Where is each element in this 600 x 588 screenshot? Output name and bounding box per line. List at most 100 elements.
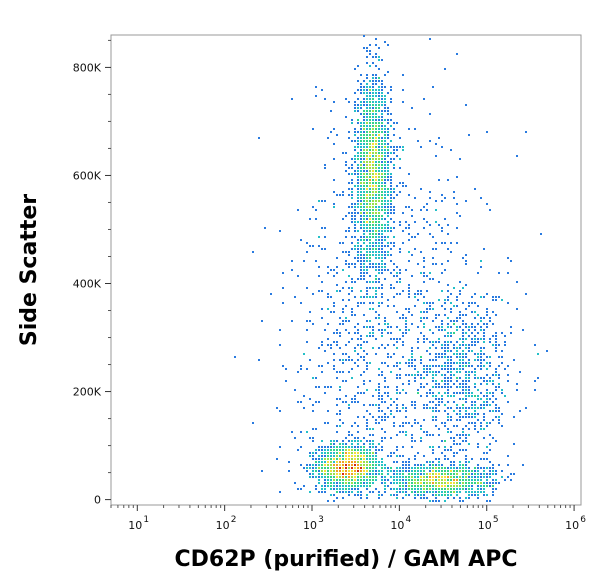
event-dot xyxy=(444,68,446,70)
event-dot xyxy=(324,227,326,229)
event-dot xyxy=(432,416,434,418)
event-dot xyxy=(354,263,356,265)
event-dot xyxy=(465,200,467,202)
event-dot xyxy=(354,245,356,247)
event-dot xyxy=(366,230,368,232)
event-dot xyxy=(408,128,410,130)
event-dot xyxy=(372,134,374,136)
event-dot xyxy=(486,389,488,391)
event-dot xyxy=(369,197,371,199)
event-dot xyxy=(369,470,371,472)
event-dot xyxy=(432,449,434,451)
event-dot xyxy=(357,98,359,100)
event-dot xyxy=(360,140,362,142)
event-dot xyxy=(351,434,353,436)
event-dot xyxy=(396,449,398,451)
event-dot xyxy=(492,488,494,490)
event-dot xyxy=(447,368,449,370)
event-dot xyxy=(372,77,374,79)
event-dot xyxy=(339,458,341,460)
event-dot xyxy=(360,185,362,187)
event-dot xyxy=(444,308,446,310)
event-dot xyxy=(411,404,413,406)
event-dot xyxy=(297,209,299,211)
event-dot xyxy=(294,437,296,439)
event-dot xyxy=(366,458,368,460)
event-dot xyxy=(453,443,455,445)
event-dot xyxy=(378,194,380,196)
event-dot xyxy=(480,422,482,424)
event-dot xyxy=(384,137,386,139)
event-dot xyxy=(384,176,386,178)
event-dot xyxy=(378,473,380,475)
event-dot xyxy=(387,224,389,226)
event-dot xyxy=(384,128,386,130)
event-dot xyxy=(285,380,287,382)
event-dot xyxy=(447,377,449,379)
event-dot xyxy=(462,386,464,388)
event-dot xyxy=(369,266,371,268)
event-dot xyxy=(486,395,488,397)
event-dot xyxy=(444,350,446,352)
event-dot xyxy=(345,443,347,445)
event-dot xyxy=(312,404,314,406)
event-dot xyxy=(336,341,338,343)
x-tick-label: 10 xyxy=(565,519,579,532)
event-dot xyxy=(435,317,437,319)
event-dot xyxy=(483,470,485,472)
event-dot xyxy=(483,482,485,484)
event-dot xyxy=(468,470,470,472)
event-dot xyxy=(447,356,449,358)
event-dot xyxy=(354,401,356,403)
event-dot xyxy=(360,239,362,241)
event-dot xyxy=(498,365,500,367)
event-dot xyxy=(438,353,440,355)
event-dot xyxy=(438,299,440,301)
event-dot xyxy=(375,80,377,82)
event-dot xyxy=(351,377,353,379)
event-dot xyxy=(483,341,485,343)
event-dot xyxy=(456,467,458,469)
event-dot xyxy=(372,95,374,97)
event-dot xyxy=(408,284,410,286)
event-dot xyxy=(447,458,449,460)
event-dot xyxy=(426,308,428,310)
event-dot xyxy=(321,344,323,346)
event-dot xyxy=(465,464,467,466)
event-dot xyxy=(453,476,455,478)
event-dot xyxy=(495,344,497,346)
event-dot xyxy=(387,206,389,208)
event-dot xyxy=(405,362,407,364)
event-dot xyxy=(369,194,371,196)
event-dot xyxy=(546,350,548,352)
event-dot xyxy=(453,425,455,427)
event-dot xyxy=(279,329,281,331)
event-dot xyxy=(381,203,383,205)
event-dot xyxy=(363,485,365,487)
event-dot xyxy=(462,392,464,394)
event-dot xyxy=(351,179,353,181)
event-dot xyxy=(477,305,479,307)
event-dot xyxy=(363,437,365,439)
event-dot xyxy=(408,290,410,292)
event-dot xyxy=(423,431,425,433)
event-dot xyxy=(384,236,386,238)
event-dot xyxy=(414,485,416,487)
event-dot xyxy=(330,458,332,460)
event-dot xyxy=(381,173,383,175)
event-dot xyxy=(390,119,392,121)
event-dot xyxy=(471,371,473,373)
event-dot xyxy=(438,224,440,226)
event-dot xyxy=(447,260,449,262)
event-dot xyxy=(363,143,365,145)
event-dot xyxy=(366,122,368,124)
event-dot xyxy=(414,467,416,469)
event-dot xyxy=(390,188,392,190)
event-dot xyxy=(462,332,464,334)
event-dot xyxy=(375,239,377,241)
event-dot xyxy=(351,158,353,160)
event-dot xyxy=(315,461,317,463)
event-dot xyxy=(369,239,371,241)
event-dot xyxy=(384,257,386,259)
